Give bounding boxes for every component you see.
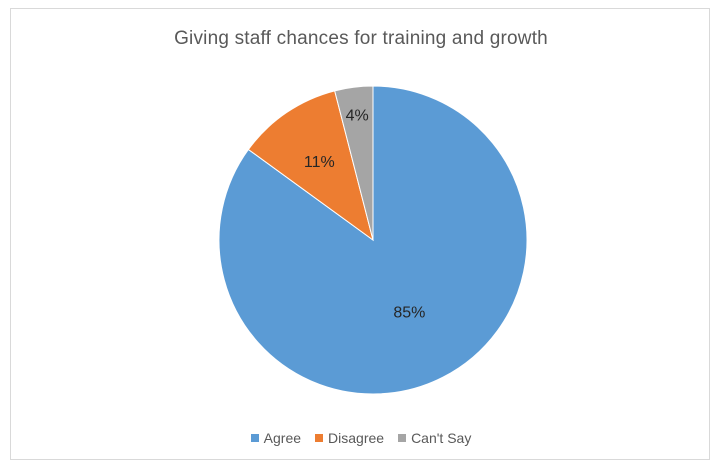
data-label-disagree: 11% xyxy=(304,154,335,171)
legend-label-agree: Agree xyxy=(263,430,302,446)
data-label-agree: 85% xyxy=(393,304,425,321)
chart-legend: Agree Disagree Can't Say xyxy=(0,430,722,446)
legend-label-disagree: Disagree xyxy=(328,430,385,446)
pie-slice-cant-say xyxy=(334,85,374,241)
legend-item-agree: Agree xyxy=(250,430,302,446)
legend-item-disagree: Disagree xyxy=(315,430,384,446)
legend-label-cant-say: Can't Say xyxy=(411,430,472,446)
legend-swatch-disagree xyxy=(315,434,324,442)
legend-item-cant-say: Can't Say xyxy=(398,430,471,446)
pie-slice-disagree xyxy=(247,90,374,242)
chart-title: Giving staff chances for training and gr… xyxy=(174,28,548,49)
legend-swatch-agree xyxy=(250,434,259,442)
legend-swatch-cant-say xyxy=(398,434,407,442)
data-label-cant-say: 4% xyxy=(346,108,369,125)
